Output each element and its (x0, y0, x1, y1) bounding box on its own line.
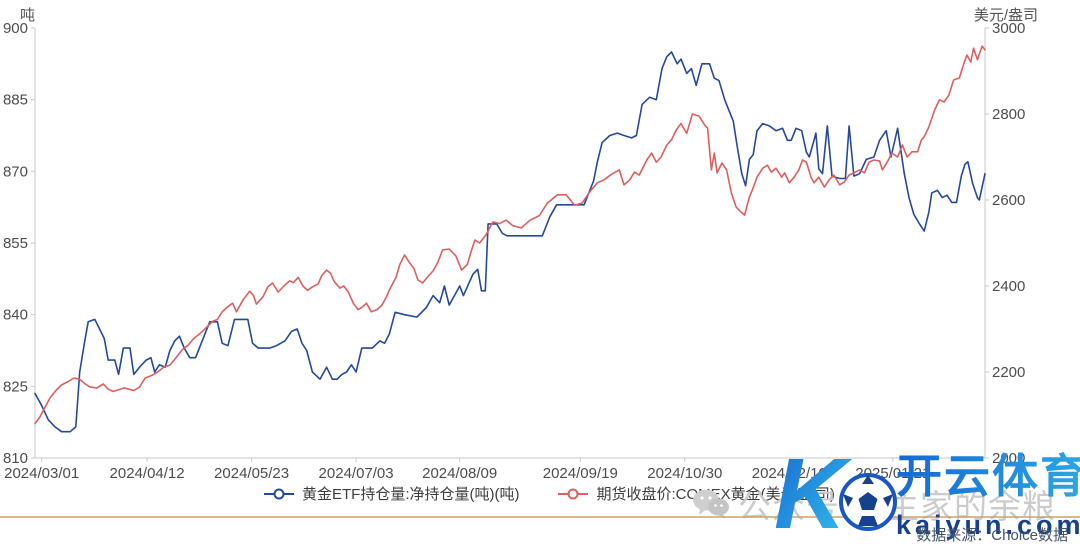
svg-text:2200: 2200 (992, 364, 1025, 381)
svg-text:2400: 2400 (992, 278, 1025, 295)
kaiyun-k-swoosh: K (774, 438, 853, 546)
svg-text:2800: 2800 (992, 106, 1025, 123)
svg-text:885: 885 (3, 92, 28, 109)
svg-text:855: 855 (3, 235, 28, 252)
svg-text:2024/09/19: 2024/09/19 (543, 465, 618, 482)
legend-label-etf: 黄金ETF持仓量:净持仓量(吨)(吨) (302, 486, 520, 503)
svg-text:2024/12/10: 2024/12/10 (752, 465, 827, 482)
svg-text:900: 900 (3, 20, 28, 37)
bottom-divider-line (0, 516, 1080, 518)
svg-text:3000: 3000 (992, 20, 1025, 37)
svg-text:2024/07/03: 2024/07/03 (319, 465, 394, 482)
etf-line-marker-icon (264, 488, 294, 499)
svg-text:2024/05/23: 2024/05/23 (214, 465, 289, 482)
left-axis-title: 吨 (20, 7, 36, 24)
data-source-note: 数据来源：Choice数据 (916, 527, 1068, 544)
right-axis-title: 美元/盎司 (973, 7, 1038, 24)
svg-text:2000: 2000 (992, 450, 1025, 467)
legend-item-etf-holdings[interactable]: 黄金ETF持仓量:净持仓量(吨)(吨) (263, 483, 519, 504)
svg-text:2024/03/01: 2024/03/01 (4, 465, 79, 482)
svg-text:2024/10/30: 2024/10/30 (647, 465, 722, 482)
svg-text:2600: 2600 (992, 192, 1025, 209)
svg-text:870: 870 (3, 163, 28, 180)
svg-text:825: 825 (3, 378, 28, 395)
kaiyun-brand-watermark: K 开云体育 kaiyun.com (774, 438, 1080, 546)
soccer-ball-icon (839, 473, 897, 531)
wechat-account-watermark: 公众号·地主家的余粮 (692, 480, 1056, 528)
svg-text:2024/08/09: 2024/08/09 (422, 465, 497, 482)
svg-text:810: 810 (3, 450, 28, 467)
comex-line-marker-icon (558, 488, 589, 499)
svg-text:2024/04/12: 2024/04/12 (110, 465, 185, 482)
svg-text:840: 840 (3, 307, 28, 324)
kaiyun-domain-text: kaiyun.com (896, 510, 1080, 540)
kaiyun-brand-text: 开云体育 (896, 450, 1080, 502)
